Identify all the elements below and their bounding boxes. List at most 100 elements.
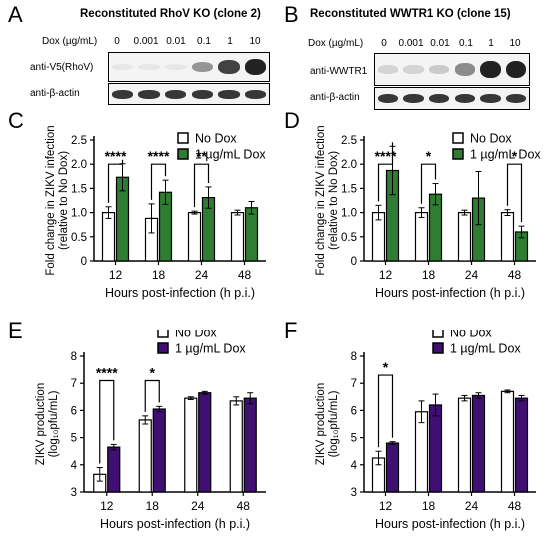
bar bbox=[414, 411, 429, 493]
panel-letter-d: D bbox=[284, 108, 300, 133]
legend-swatch bbox=[177, 132, 189, 144]
y-tick-label: 5 bbox=[71, 433, 77, 445]
bar bbox=[184, 397, 198, 493]
blot-band bbox=[377, 65, 399, 74]
blot-a-target bbox=[108, 52, 270, 82]
legend-label: No Dox bbox=[470, 132, 512, 146]
blot-band bbox=[111, 89, 133, 99]
legend-swatch bbox=[432, 342, 444, 354]
legend-label: 1 µg/mL Dox bbox=[175, 342, 246, 356]
panel-letter-b: B bbox=[284, 2, 299, 27]
blot-band bbox=[191, 61, 213, 73]
y-tick-label: 1.0 bbox=[341, 208, 357, 220]
y-tick-label: 4 bbox=[351, 460, 358, 472]
x-tick-label: 12 bbox=[379, 499, 393, 513]
x-axis-label: Hours post-infection (h p.i.) bbox=[105, 286, 255, 300]
blot-band bbox=[454, 63, 476, 76]
legend-swatch bbox=[177, 148, 189, 160]
bar bbox=[243, 397, 257, 493]
bar bbox=[385, 442, 400, 493]
x-tick-label: 18 bbox=[422, 268, 436, 282]
significance-bracket bbox=[506, 163, 523, 223]
significance-label: ** bbox=[196, 148, 207, 164]
blot-band bbox=[245, 89, 267, 99]
x-tick-label: 18 bbox=[422, 499, 436, 513]
dose-label: 0.1 bbox=[197, 36, 211, 47]
antibody-label-b-target: anti-WWTR1 bbox=[310, 66, 368, 77]
blot-band bbox=[428, 93, 450, 104]
dox-label-a: Dox (µg/mL) bbox=[42, 36, 98, 47]
significance-label: **** bbox=[96, 364, 118, 380]
panel-letter-f: F bbox=[284, 318, 298, 343]
blot-band bbox=[111, 63, 133, 71]
y-tick-label: 0.5 bbox=[71, 232, 87, 244]
y-tick-label: 2.0 bbox=[71, 159, 87, 171]
blot-band bbox=[454, 93, 476, 104]
significance-bracket bbox=[420, 163, 437, 204]
legend-swatch bbox=[432, 330, 444, 338]
y-tick-label: 0.5 bbox=[341, 232, 357, 244]
blot-a-actin bbox=[108, 83, 270, 105]
bar bbox=[152, 408, 166, 493]
legend-label: 1 µg/mL Dox bbox=[195, 148, 266, 162]
y-axis-label: ZIKV production bbox=[315, 383, 327, 465]
chart-c: 00.51.01.52.02.512 18 24 48**** **** **Fold c… bbox=[45, 125, 266, 300]
y-tick-label: 1.5 bbox=[341, 183, 357, 195]
bar bbox=[230, 211, 245, 262]
bar bbox=[457, 211, 472, 262]
bar bbox=[229, 400, 243, 493]
antibody-label-a-actin: anti-β-actin bbox=[30, 88, 80, 99]
y-axis-label: (relative to No Dox) bbox=[328, 151, 340, 250]
blot-band bbox=[165, 89, 187, 99]
blot-band bbox=[428, 65, 450, 74]
significance-bracket bbox=[150, 163, 167, 200]
dose-label: 0.001 bbox=[398, 38, 424, 49]
y-tick-label: 7 bbox=[71, 378, 77, 390]
bar bbox=[101, 211, 116, 262]
legend-label: 1 µg/mL Dox bbox=[450, 342, 521, 356]
panel-letter-a: A bbox=[8, 2, 23, 27]
blot-band bbox=[138, 89, 160, 99]
bar bbox=[187, 211, 202, 262]
y-axis-label: (relative to No Dox) bbox=[58, 151, 70, 250]
x-tick-label: 24 bbox=[195, 268, 209, 282]
dose-label: 0 bbox=[114, 36, 120, 47]
panel-letter-e: E bbox=[8, 318, 23, 343]
significance-label: **** bbox=[375, 148, 397, 164]
blot-band bbox=[218, 59, 240, 75]
significance-bracket bbox=[107, 159, 124, 203]
y-tick-label: 2.5 bbox=[341, 135, 357, 147]
blot-band bbox=[245, 59, 267, 75]
panel-letter-c: C bbox=[8, 108, 24, 133]
x-axis-label: Hours post-infection (h p.i.) bbox=[375, 286, 525, 300]
y-tick-label: 3 bbox=[71, 487, 77, 499]
y-tick-label: 7 bbox=[351, 378, 357, 390]
blot-band bbox=[191, 89, 213, 99]
x-tick-label: 12 bbox=[379, 268, 393, 282]
legend-label: No Dox bbox=[450, 330, 492, 340]
bar bbox=[414, 211, 429, 262]
dox-label-b: Dox (µg/mL) bbox=[308, 38, 364, 49]
y-tick-label: 3 bbox=[351, 487, 357, 499]
dose-label: 1 bbox=[227, 36, 233, 47]
significance-label: **** bbox=[105, 148, 127, 164]
chart-d: 00.51.01.52.02.512 18 24 48**** * *Fold chang… bbox=[315, 125, 541, 300]
dose-label: 0.01 bbox=[166, 36, 186, 47]
bar bbox=[138, 419, 152, 493]
legend-label: No Dox bbox=[175, 330, 217, 340]
y-tick-label: 0 bbox=[81, 256, 87, 268]
significance-bracket bbox=[99, 379, 115, 464]
dose-label: 10 bbox=[249, 36, 261, 47]
y-tick-label: 4 bbox=[71, 460, 78, 472]
x-tick-label: 48 bbox=[237, 499, 251, 513]
y-tick-label: 2.0 bbox=[341, 159, 357, 171]
y-tick-label: 8 bbox=[71, 351, 77, 363]
x-tick-label: 18 bbox=[152, 268, 166, 282]
blot-band bbox=[480, 93, 501, 104]
y-axis-label: Fold change in ZIKV infection bbox=[45, 125, 57, 275]
x-tick-label: 24 bbox=[465, 268, 479, 282]
significance-bracket bbox=[144, 379, 160, 412]
x-axis-label: Hours post-infection (h p.i.) bbox=[375, 517, 525, 531]
bar bbox=[244, 207, 259, 262]
